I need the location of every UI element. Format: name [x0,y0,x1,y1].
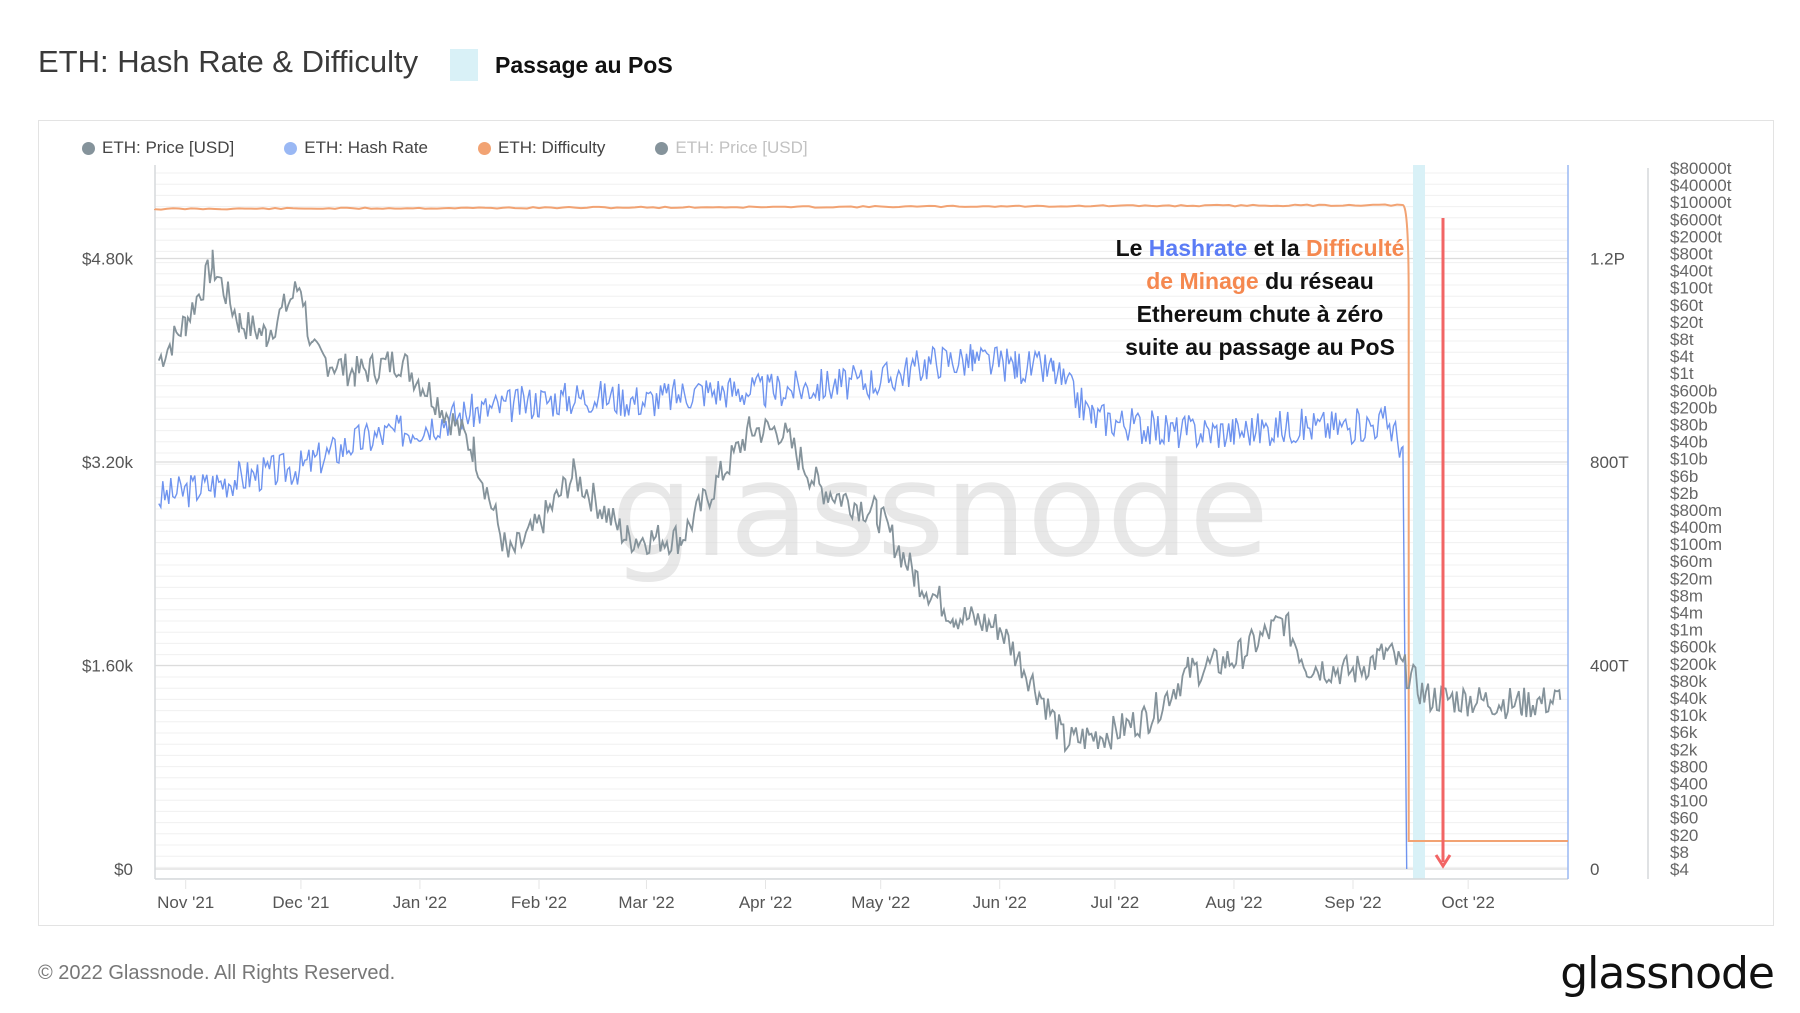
svg-text:$400m: $400m [1670,518,1722,537]
pos-highlight-label: Passage au PoS [495,52,673,78]
svg-text:$400: $400 [1670,775,1708,794]
svg-text:$1.60k: $1.60k [82,657,134,676]
svg-text:$10b: $10b [1670,450,1708,469]
svg-text:Sep '22: Sep '22 [1324,893,1381,912]
price-hidden-dot-icon [655,141,669,155]
svg-text:400T: 400T [1590,657,1629,676]
svg-text:Aug '22: Aug '22 [1205,893,1262,912]
annotation-text: Le Hashrate et la Difficulté de Minage d… [1115,235,1405,360]
svg-text:$6k: $6k [1670,723,1698,742]
svg-text:$10000t: $10000t [1670,193,1732,212]
legend-item-hashrate[interactable]: ETH: Hash Rate [284,138,428,158]
hashrate-dot-icon [284,141,298,155]
y-axis-right-difficulty: $80000t$40000t$10000t$6000t$2000t$800t$4… [1670,159,1732,879]
pos-highlight-swatch [450,49,478,81]
svg-text:$1m: $1m [1670,621,1703,640]
svg-text:$200b: $200b [1670,398,1717,417]
svg-text:$40b: $40b [1670,433,1708,452]
legend-item-price[interactable]: ETH: Price [USD] [82,138,234,158]
svg-text:$20m: $20m [1670,569,1713,588]
svg-text:$0: $0 [114,860,133,879]
svg-text:$8: $8 [1670,843,1689,862]
svg-text:1.2P: 1.2P [1590,250,1625,269]
svg-text:Oct '22: Oct '22 [1442,893,1495,912]
svg-text:$100m: $100m [1670,535,1722,554]
svg-text:Dec '21: Dec '21 [272,893,329,912]
svg-text:$2000t: $2000t [1670,227,1722,246]
svg-text:$400t: $400t [1670,262,1713,281]
legend-item-price-hidden[interactable]: ETH: Price [USD] [655,138,808,158]
svg-text:$60m: $60m [1670,552,1713,571]
svg-text:800T: 800T [1590,453,1629,472]
svg-text:$60t: $60t [1670,296,1703,315]
svg-text:$20: $20 [1670,826,1698,845]
svg-text:$8t: $8t [1670,330,1694,349]
chart-container [38,120,1774,926]
svg-text:$4: $4 [1670,860,1689,879]
svg-text:Apr '22: Apr '22 [739,893,792,912]
svg-text:Feb '22: Feb '22 [511,893,567,912]
svg-text:$6000t: $6000t [1670,210,1722,229]
svg-text:Jan '22: Jan '22 [393,893,447,912]
y-axis-right-hashrate: 0 400T 800T 1.2P [1590,250,1629,880]
svg-text:$4.80k: $4.80k [82,250,134,269]
legend-item-difficulty[interactable]: ETH: Difficulty [478,138,605,158]
svg-text:$80000t: $80000t [1670,159,1732,178]
copyright: © 2022 Glassnode. All Rights Reserved. [38,962,396,984]
x-axis: Nov '21 Dec '21 Jan '22 Feb '22 Mar '22 Apr '… [157,879,1495,912]
svg-text:$1t: $1t [1670,364,1694,383]
svg-text:$4m: $4m [1670,604,1703,623]
svg-text:$100: $100 [1670,792,1708,811]
y-axis-left: $0 $1.60k $3.20k $4.80k [82,250,134,880]
svg-text:0: 0 [1590,860,1599,879]
drop-arrow-head [1434,854,1452,869]
svg-text:$10k: $10k [1670,706,1707,725]
svg-text:$6b: $6b [1670,467,1698,486]
svg-text:$20t: $20t [1670,313,1703,332]
svg-text:$80b: $80b [1670,415,1708,434]
svg-text:May '22: May '22 [851,893,910,912]
hashrate-line [158,344,1408,870]
difficulty-line [154,203,1568,842]
svg-text:$800: $800 [1670,757,1708,776]
svg-text:$8m: $8m [1670,586,1703,605]
svg-text:Jul '22: Jul '22 [1091,893,1140,912]
svg-text:$4t: $4t [1670,347,1694,366]
price-line [157,249,1562,754]
pos-band [1413,165,1425,879]
chart-title: ETH: Hash Rate & Difficulty [38,44,419,79]
svg-text:$800t: $800t [1670,244,1713,263]
svg-text:$80k: $80k [1670,672,1707,691]
difficulty-dot-icon [478,141,492,155]
legend: ETH: Price [USD] ETH: Hash Rate ETH: Dif… [82,138,858,158]
svg-text:$600k: $600k [1670,638,1717,657]
svg-text:$600b: $600b [1670,381,1717,400]
watermark: glassnode [611,434,1269,586]
svg-text:$100t: $100t [1670,279,1713,298]
price-dot-icon [82,141,95,155]
svg-text:Jun '22: Jun '22 [973,893,1027,912]
svg-text:$2k: $2k [1670,740,1698,759]
svg-text:$2b: $2b [1670,484,1698,503]
svg-text:Nov '21: Nov '21 [157,893,214,912]
glassnode-logo[interactable]: glassnode [1560,948,1775,999]
svg-text:Mar '22: Mar '22 [618,893,674,912]
svg-text:$200k: $200k [1670,655,1717,674]
svg-text:$800m: $800m [1670,501,1722,520]
svg-text:$60: $60 [1670,809,1698,828]
svg-text:$40000t: $40000t [1670,176,1732,195]
svg-text:$3.20k: $3.20k [82,453,134,472]
svg-text:$40k: $40k [1670,689,1707,708]
